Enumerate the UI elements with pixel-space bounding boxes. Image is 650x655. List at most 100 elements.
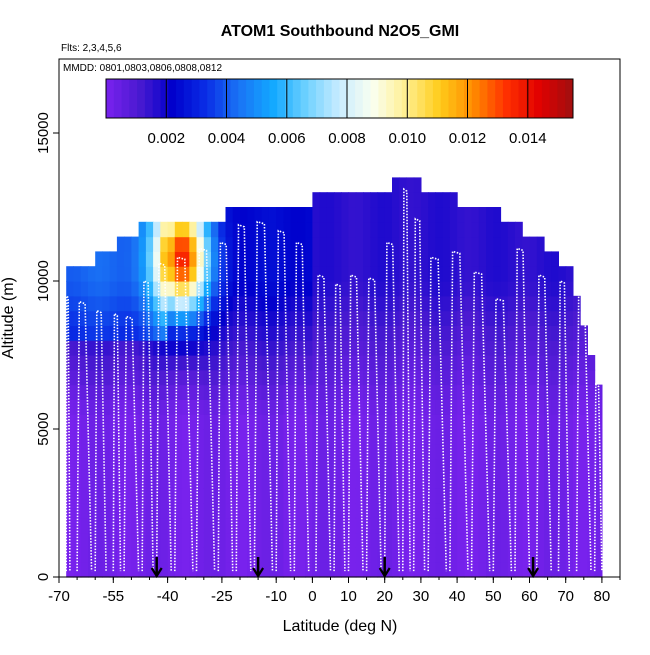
colorbar-frame <box>105 78 574 119</box>
heatmap-cell <box>529 310 538 326</box>
heatmap-cell <box>145 266 154 282</box>
heatmap-cell <box>348 207 357 223</box>
heatmap-cell <box>486 562 494 578</box>
heatmap-cell <box>131 325 140 341</box>
heatmap-cell <box>522 547 531 563</box>
heatmap-cell <box>478 369 487 386</box>
heatmap-cell <box>384 517 393 534</box>
heatmap-cell <box>413 414 422 430</box>
heatmap-cell <box>428 369 436 386</box>
heatmap-cell <box>392 281 400 297</box>
heatmap-cell <box>493 340 502 356</box>
heatmap-cell <box>167 295 176 312</box>
heatmap-cell <box>116 281 125 297</box>
heatmap-cell <box>254 281 263 297</box>
heatmap-cell <box>435 295 444 312</box>
heatmap-cell <box>355 369 364 386</box>
heatmap-cell <box>536 266 545 282</box>
heatmap-cell <box>572 473 581 489</box>
heatmap-cell <box>449 281 458 297</box>
heatmap-cell <box>580 325 588 341</box>
heatmap-cell <box>124 251 132 267</box>
heatmap-cell <box>384 207 393 223</box>
heatmap-cell <box>319 325 328 341</box>
heatmap-cell <box>218 295 227 312</box>
colorbar-swatch <box>269 79 278 118</box>
heatmap-cell <box>254 517 263 534</box>
heatmap-cell <box>399 207 407 223</box>
heatmap-cell <box>319 207 328 223</box>
heatmap-cell <box>399 177 407 193</box>
heatmap-cell <box>312 325 321 341</box>
heatmap-cell <box>348 399 357 415</box>
colorbar-swatch <box>191 79 200 118</box>
heatmap-cell <box>116 532 125 548</box>
heatmap-cell <box>334 562 342 578</box>
heatmap-cell <box>312 429 321 445</box>
heatmap-cell <box>471 310 480 326</box>
heatmap-cell <box>413 473 422 489</box>
heatmap-cell <box>515 429 523 445</box>
heatmap-cell <box>276 473 284 489</box>
heatmap-cell <box>377 429 386 445</box>
heatmap-cell <box>392 251 400 267</box>
heatmap-cell <box>225 207 234 223</box>
heatmap-cell <box>225 325 234 341</box>
heatmap-cell <box>261 473 270 489</box>
heatmap-cell <box>348 369 357 386</box>
heatmap-cell <box>240 532 248 548</box>
heatmap-cell <box>66 355 74 371</box>
heatmap-cell <box>334 221 342 238</box>
heatmap-cell <box>138 295 147 312</box>
heatmap-cell <box>160 488 169 504</box>
heatmap-cell <box>283 429 292 445</box>
heatmap-cell <box>341 517 350 534</box>
heatmap-cell <box>160 251 169 267</box>
heatmap-cell <box>355 458 364 474</box>
heatmap-cell <box>413 295 422 312</box>
heatmap-cell <box>268 384 277 400</box>
heatmap-cell <box>102 399 111 415</box>
heatmap-cell <box>225 310 234 326</box>
heatmap-cell <box>102 266 111 282</box>
heatmap-cell <box>283 488 292 504</box>
heatmap-cell <box>587 458 596 474</box>
heatmap-cell <box>399 384 407 400</box>
heatmap-cell <box>145 295 154 312</box>
heatmap-cell <box>449 384 458 400</box>
heatmap-cell <box>507 429 516 445</box>
heatmap-cell <box>276 384 284 400</box>
heatmap-cell <box>536 399 545 415</box>
heatmap-cell <box>442 562 451 578</box>
heatmap-cell <box>536 443 545 460</box>
heatmap-cell <box>558 399 567 415</box>
heatmap-cell <box>95 340 103 356</box>
heatmap-cell <box>124 532 132 548</box>
heatmap-cell <box>420 325 429 341</box>
heatmap-cell <box>254 236 263 252</box>
heatmap-cell <box>80 473 89 489</box>
heatmap-cell <box>116 517 125 534</box>
heatmap-cell <box>232 251 241 267</box>
heatmap-cell <box>500 517 509 534</box>
heatmap-cell <box>413 236 422 252</box>
colorbar-swatch <box>464 79 473 118</box>
heatmap-cell <box>392 369 400 386</box>
heatmap-cell <box>464 310 473 326</box>
heatmap-cell <box>507 369 516 386</box>
heatmap-cell <box>341 414 350 430</box>
heatmap-cell <box>203 369 212 386</box>
heatmap-cell <box>116 251 125 267</box>
heatmap-cell <box>529 547 538 563</box>
heatmap-cell <box>536 251 545 267</box>
heatmap-cell <box>377 532 386 548</box>
heatmap-cell <box>240 517 248 534</box>
heatmap-cell <box>399 192 407 208</box>
heatmap-cell <box>580 414 588 430</box>
heatmap-cell <box>392 266 400 282</box>
heatmap-cell <box>544 517 552 534</box>
heatmap-cell <box>551 488 559 504</box>
heatmap-cell <box>493 414 502 430</box>
flight-profile <box>383 241 400 572</box>
x-axis-title: Latitude (deg N) <box>283 618 398 635</box>
